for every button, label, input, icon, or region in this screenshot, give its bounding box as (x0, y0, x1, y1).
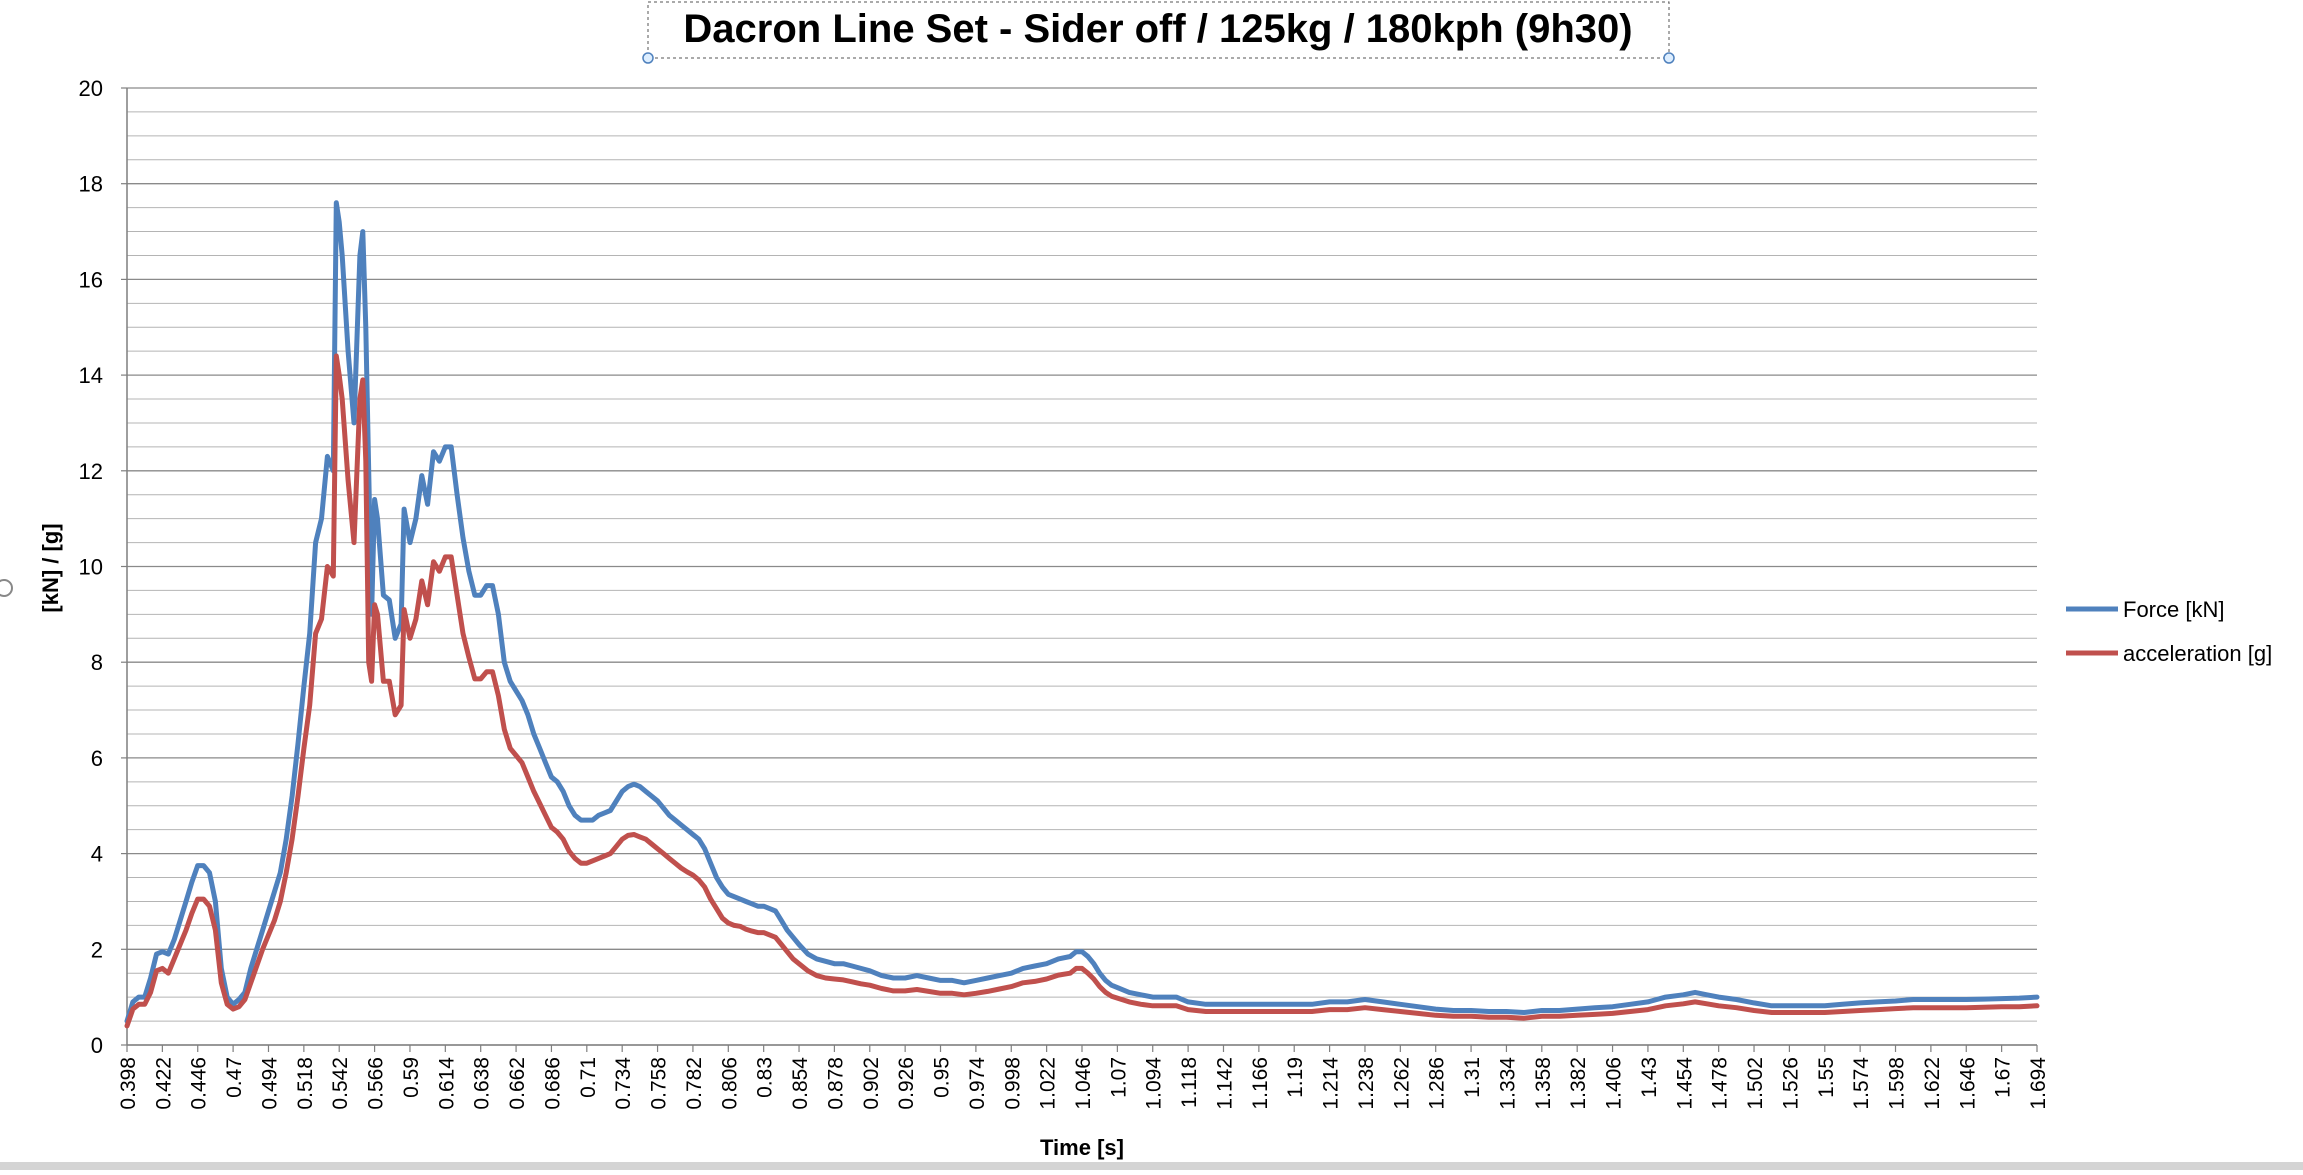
x-tick-label: 1.526 (1779, 1057, 1802, 1110)
title-resize-handle-right[interactable] (1663, 52, 1675, 64)
x-tick-label: 1.406 (1603, 1057, 1626, 1110)
x-tick-label: 1.646 (1956, 1057, 1979, 1110)
y-tick-label: 18 (79, 172, 103, 197)
title-resize-handle-left[interactable] (642, 52, 654, 64)
x-tick-label: 1.238 (1355, 1057, 1378, 1110)
x-tick-label: 0.422 (152, 1057, 175, 1110)
y-tick-label: 10 (79, 555, 103, 580)
x-tick-label: 1.622 (1921, 1057, 1944, 1110)
x-tick-label: 1.478 (1709, 1057, 1732, 1110)
x-tick-label: 0.758 (648, 1057, 671, 1110)
y-tick-label: 4 (91, 842, 103, 867)
x-tick-label: 0.398 (117, 1057, 140, 1110)
x-tick-label: 0.662 (506, 1057, 529, 1110)
x-tick-label: 0.95 (931, 1057, 954, 1098)
x-tick-label: 1.142 (1213, 1057, 1236, 1110)
x-tick-label: 0.83 (754, 1057, 777, 1098)
x-tick-label: 0.902 (860, 1057, 883, 1110)
x-tick-label: 0.974 (966, 1057, 989, 1110)
window-bottom-edge (0, 1162, 2303, 1170)
y-tick-label: 6 (91, 746, 103, 771)
x-tick-label: 1.166 (1249, 1057, 1272, 1110)
x-tick-label: 1.214 (1320, 1057, 1343, 1110)
x-tick-label: 0.854 (789, 1057, 812, 1110)
y-tick-label: 14 (79, 363, 103, 388)
x-tick-label: 0.542 (329, 1057, 352, 1110)
y-tick-labels: 0 2 4 6 8 10 12 14 16 18 20 (79, 76, 127, 1058)
x-tick-label: 0.47 (223, 1057, 246, 1098)
x-tick-label: 1.094 (1143, 1057, 1166, 1110)
series-lines[interactable] (124, 200, 2040, 1029)
series-line-force[interactable] (124, 200, 2040, 1024)
y-axis-label: [kN] / [g] (38, 523, 63, 612)
x-tick-label: 0.686 (541, 1057, 564, 1110)
grid-lines (127, 87, 2037, 1046)
y-tick-label: 20 (79, 76, 103, 101)
x-tick-label: 1.574 (1850, 1057, 1873, 1110)
x-tick-label: 0.566 (365, 1057, 388, 1110)
chart-area-resize-handle[interactable] (0, 579, 13, 597)
x-tick-label: 0.638 (471, 1057, 494, 1110)
x-tick-label: 1.046 (1072, 1057, 1095, 1110)
x-tick-label: 0.806 (718, 1057, 741, 1110)
x-tick-labels: 0.398 0.422 0.446 0.47 0.494 0.518 0.542 0.566 0… (117, 1045, 2050, 1110)
x-tick-label: 1.358 (1532, 1057, 1555, 1110)
title-selection-box[interactable] (647, 1, 1670, 59)
x-tick-label: 1.31 (1461, 1057, 1484, 1098)
x-tick-label: 1.454 (1673, 1057, 1696, 1110)
y-tick-label: 8 (91, 650, 103, 675)
x-tick-label: 1.43 (1638, 1057, 1661, 1098)
x-tick-label: 0.782 (683, 1057, 706, 1110)
x-tick-label: 1.022 (1037, 1057, 1060, 1110)
x-tick-label: 1.334 (1496, 1057, 1519, 1110)
x-tick-label: 0.446 (188, 1057, 211, 1110)
legend-label-acceleration: acceleration [g] (2123, 641, 2272, 666)
x-tick-label: 0.71 (577, 1057, 600, 1098)
x-tick-label: 0.518 (294, 1057, 317, 1110)
x-tick-label: 1.286 (1426, 1057, 1449, 1110)
x-tick-label: 0.614 (435, 1057, 458, 1110)
x-tick-label: 0.734 (612, 1057, 635, 1110)
x-tick-label: 0.998 (1001, 1057, 1024, 1110)
x-tick-label: 0.494 (258, 1057, 281, 1110)
x-tick-label: 1.55 (1815, 1057, 1838, 1098)
x-axis-label: Time [s] (1040, 1135, 1124, 1160)
series-line-acceleration[interactable] (124, 353, 2040, 1029)
y-tick-label: 12 (79, 459, 103, 484)
x-tick-label: 1.382 (1567, 1057, 1590, 1110)
legend: Force [kN] acceleration [g] (2066, 597, 2272, 666)
y-tick-label: 0 (91, 1033, 103, 1058)
legend-label-force: Force [kN] (2123, 597, 2224, 622)
x-tick-label: 1.598 (1886, 1057, 1909, 1110)
chart-title[interactable]: Dacron Line Set - Sider off / 125kg / 18… (683, 7, 1632, 51)
x-tick-label: 1.694 (2027, 1057, 2050, 1110)
x-tick-label: 0.59 (400, 1057, 423, 1098)
x-tick-label: 0.926 (895, 1057, 918, 1110)
y-tick-label: 2 (91, 937, 103, 962)
x-tick-label: 0.878 (824, 1057, 847, 1110)
x-tick-label: 1.19 (1284, 1057, 1307, 1098)
x-tick-label: 1.262 (1390, 1057, 1413, 1110)
x-tick-label: 1.07 (1107, 1057, 1130, 1098)
y-tick-label: 16 (79, 267, 103, 292)
x-tick-label: 1.67 (1992, 1057, 2015, 1098)
x-tick-label: 1.502 (1744, 1057, 1767, 1110)
x-tick-label: 1.118 (1178, 1057, 1201, 1108)
